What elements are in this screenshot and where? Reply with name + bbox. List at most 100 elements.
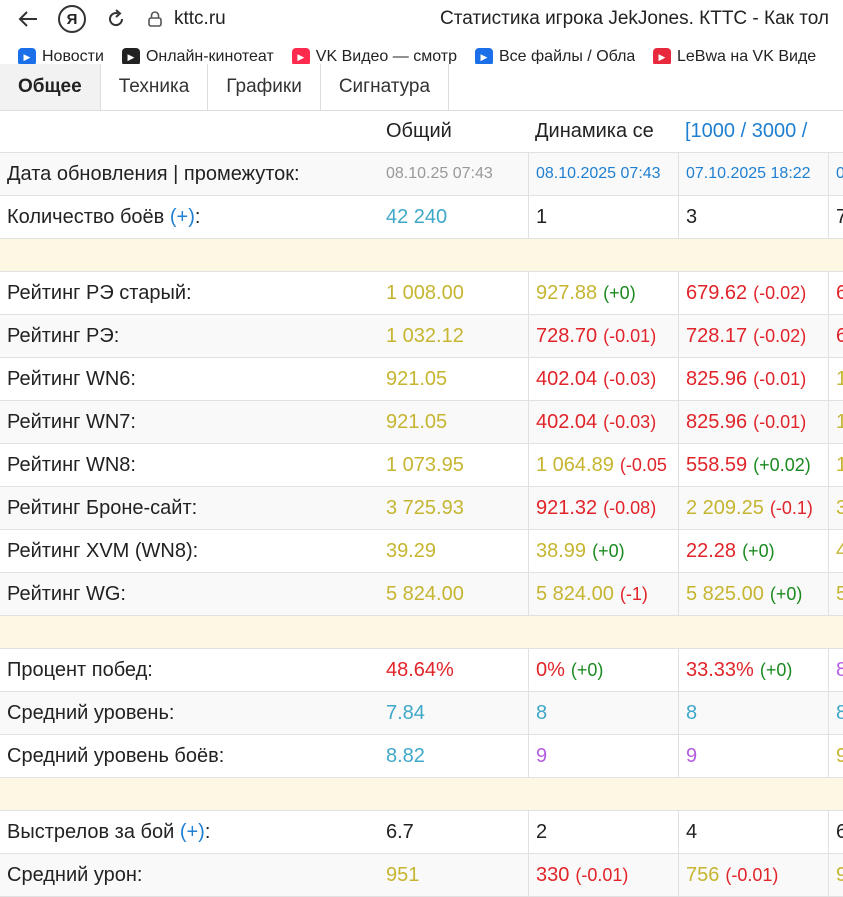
period-1-delta: (+0) [592,540,625,561]
damage-col-3: 9 [828,854,843,896]
period-3-value: 9 [836,745,843,768]
period-date-1[interactable]: 08.10.2025 07:43 [528,153,686,195]
period-1: 927.88 (+0) [528,272,686,314]
tab-general[interactable]: Общее [0,64,101,110]
general-value: 1 008.00 [386,281,464,304]
row-label: Рейтинг РЭ старый: [7,281,192,304]
header-general: Общий [386,119,452,142]
damage-delta-1: (-0.01) [575,864,629,885]
period-3-value: 3 [836,497,843,520]
period-1: 402.04 (-0.03) [528,358,686,400]
period-1-value: 0% [536,658,565,681]
damage-value-2: 756 [686,863,720,886]
general-value: 921.05 [386,367,448,390]
yandex-button[interactable]: Я [58,5,86,33]
period-1: 921.32 (-0.08) [528,487,686,529]
period-2-value: 679.62 [686,281,748,304]
damage-col-2: 756 (-0.01) [678,854,836,896]
period-2-delta: (+0) [769,583,803,604]
row-label: Рейтинг Броне-сайт: [7,496,198,519]
bookmark-item[interactable]: ▶ Новости [18,48,104,66]
period-date-3[interactable]: 0 [828,153,843,195]
period-1-value: 9 [536,744,548,767]
period-1-value: 8 [536,701,548,724]
general-value: 1 032.12 [386,324,464,347]
period-1-delta: (-0.03) [603,368,657,389]
lock-icon[interactable] [148,11,162,27]
period-3: 1 [828,358,843,400]
period-1: 402.04 (-0.03) [528,401,686,443]
row-label: Средний уровень: [7,701,175,724]
shots-general: 6.7 [386,820,414,843]
period-3: 6 [828,315,843,357]
period-3: 4 [828,530,843,572]
battles-general: 42 240 [386,205,448,228]
battles-row: Количество боёв (+): 42 240 1 3 7 [0,196,843,239]
period-3: 1 [828,401,843,443]
damage-delta-2: (-0.01) [725,864,779,885]
period-2: 558.59 (+0.02) [678,444,836,486]
period-3-value: 8 [836,702,843,725]
bookmark-label: Все файлы / Обла [499,48,635,65]
period-3: 9 [828,735,843,777]
damage-value-1: 330 [536,863,570,886]
general-value: 921.05 [386,410,448,433]
tab-charts[interactable]: Графики [208,64,321,110]
header-ranges-link[interactable]: [1000 / 3000 / [685,119,808,142]
period-2: 2 209.25 (-0.1) [678,487,836,529]
battles-col-1: 1 [528,196,686,238]
period-2-value: 5 825.00 [686,582,764,605]
shots-expand-link[interactable]: (+) [179,820,205,843]
period-1: 8 [528,692,686,734]
period-2-delta: (+0) [759,659,793,680]
stats-table: Общий Динамика се [1000 / 3000 / Дата об… [0,110,843,897]
general-value: 48.64% [386,658,454,681]
period-1-delta: (+0) [603,282,636,303]
period-1-value: 38.99 [536,539,587,562]
reload-button[interactable] [94,0,138,38]
period-3-value: 1 [836,368,843,391]
bookmark-label: Онлайн-кинотеат [145,48,274,65]
period-2: 22.28 (+0) [678,530,836,572]
period-1-delta: (-0.05 [619,454,667,475]
period-3: 8 [828,692,843,734]
wins-row: Средний уровень: 7.84 8 8 8 [0,692,843,735]
back-button[interactable] [6,0,50,38]
bookmark-item[interactable]: ▶ Все файлы / Обла [475,48,635,66]
bookmark-item[interactable]: ▶ Онлайн-кинотеат [121,48,274,66]
row-label: Средний уровень боёв: [7,744,225,767]
battles-col-2: 3 [678,196,836,238]
damage-row: Средний урон: 951 330 (-0.01) 756 (-0.01) … [0,854,843,897]
period-1: 1 064.89 (-0.05 [528,444,686,486]
battles-expand-link[interactable]: (+) [169,205,195,228]
kinopoisk-icon: ▶ [121,48,140,66]
period-date-2[interactable]: 07.10.2025 18:22 [678,153,836,195]
period-2-value: 728.17 [686,324,748,347]
period-1-value: 1 064.89 [536,453,614,476]
period-1-delta: (-0.08) [603,497,657,518]
period-2: 33.33% (+0) [678,649,836,691]
bookmark-item[interactable]: ▶ VK Видео — смотр [291,48,457,66]
bookmark-item[interactable]: ▶ LeBwa на VK Виде [653,48,816,66]
period-2-value: 558.59 [686,453,748,476]
shots-row: Выстрелов за бой (+): 6.7 2 4 6 [0,811,843,854]
tab-vehicles[interactable]: Техника [101,64,209,110]
period-1: 38.99 (+0) [528,530,686,572]
period-3-value: 6 [836,325,843,348]
period-3: 3 [828,487,843,529]
address-bar-url[interactable]: kttc.ru [174,8,226,29]
period-3-value: 5 [836,583,843,606]
general-value: 5 824.00 [386,582,464,605]
general-value: 7.84 [386,701,425,724]
period-1-value: 728.70 [536,324,598,347]
period-3: 5 [828,573,843,615]
period-1-value: 402.04 [536,410,598,433]
period-1: 9 [528,735,686,777]
tab-signature[interactable]: Сигнатура [321,64,450,110]
period-1-delta: (+0) [570,659,604,680]
period-1-value: 5 824.00 [536,582,614,605]
period-2-value: 825.96 [686,367,748,390]
bookmark-label: VK Видео — смотр [315,48,457,65]
period-1-value: 921.32 [536,496,598,519]
period-1-delta: (-1) [619,583,648,604]
